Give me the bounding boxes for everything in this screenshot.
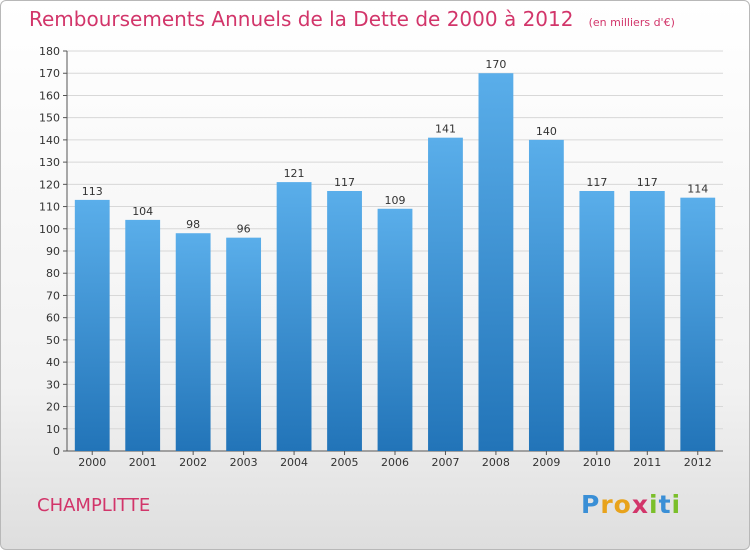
bar bbox=[478, 73, 514, 451]
data-label: 114 bbox=[687, 183, 708, 196]
y-tick-label: 170 bbox=[39, 67, 60, 80]
proxiti-logo: Proxiti bbox=[581, 490, 681, 519]
bar bbox=[74, 199, 110, 451]
chart-title-unit: (en milliers d'€) bbox=[588, 16, 675, 29]
bar bbox=[125, 219, 161, 451]
logo-letter: o bbox=[613, 490, 632, 519]
y-tick-label: 130 bbox=[39, 156, 60, 169]
y-tick-label: 120 bbox=[39, 178, 60, 191]
x-tick-label: 2000 bbox=[78, 456, 106, 469]
x-tick-label: 2005 bbox=[331, 456, 359, 469]
bar bbox=[680, 197, 716, 451]
y-tick-label: 70 bbox=[46, 289, 60, 302]
y-tick-label: 0 bbox=[53, 445, 60, 458]
x-tick-label: 2011 bbox=[633, 456, 661, 469]
bar bbox=[377, 208, 413, 451]
logo-letter: i bbox=[671, 490, 682, 519]
bar bbox=[528, 139, 564, 451]
y-tick-label: 150 bbox=[39, 112, 60, 125]
x-tick-label: 2004 bbox=[280, 456, 308, 469]
bar bbox=[226, 237, 262, 451]
logo-letter: r bbox=[600, 490, 614, 519]
x-tick-label: 2010 bbox=[583, 456, 611, 469]
y-tick-label: 110 bbox=[39, 201, 60, 214]
y-tick-label: 180 bbox=[39, 45, 60, 58]
data-label: 117 bbox=[334, 176, 355, 189]
logo-letter: x bbox=[631, 490, 649, 519]
chart-title-main: Remboursements Annuels de la Dette de 20… bbox=[29, 7, 574, 31]
x-tick-label: 2003 bbox=[230, 456, 258, 469]
y-tick-label: 80 bbox=[46, 267, 60, 280]
data-label: 141 bbox=[435, 123, 456, 136]
y-tick-label: 50 bbox=[46, 334, 60, 347]
y-tick-label: 40 bbox=[46, 356, 60, 369]
y-tick-label: 140 bbox=[39, 134, 60, 147]
data-label: 170 bbox=[485, 58, 506, 71]
x-tick-label: 2008 bbox=[482, 456, 510, 469]
bar bbox=[579, 191, 615, 451]
data-label: 117 bbox=[637, 176, 658, 189]
logo-letter: P bbox=[581, 490, 601, 519]
y-tick-label: 160 bbox=[39, 89, 60, 102]
data-label: 104 bbox=[132, 205, 153, 218]
y-tick-label: 10 bbox=[46, 423, 60, 436]
x-tick-label: 2001 bbox=[129, 456, 157, 469]
y-tick-label: 20 bbox=[46, 401, 60, 414]
labels: 0 10 20 30 40 50 60 70 80 90 100 110 120 130 140 150 160… bbox=[39, 45, 712, 469]
bar bbox=[276, 182, 312, 451]
data-label: 96 bbox=[237, 223, 251, 236]
bar bbox=[175, 233, 211, 451]
chart-title: Remboursements Annuels de la Dette de 20… bbox=[29, 7, 675, 31]
data-label: 140 bbox=[536, 125, 557, 138]
bar bbox=[428, 137, 463, 451]
x-tick-label: 2006 bbox=[381, 456, 409, 469]
data-label: 113 bbox=[82, 185, 103, 198]
logo-letter: t bbox=[658, 490, 672, 519]
x-tick-label: 2012 bbox=[684, 456, 712, 469]
data-label: 121 bbox=[284, 167, 305, 180]
y-tick-label: 100 bbox=[39, 223, 60, 236]
x-tick-label: 2002 bbox=[179, 456, 207, 469]
x-tick-label: 2009 bbox=[532, 456, 560, 469]
x-tick-label: 2007 bbox=[431, 456, 459, 469]
data-label: 117 bbox=[586, 176, 607, 189]
y-tick-label: 60 bbox=[46, 312, 60, 325]
bar bbox=[327, 191, 362, 451]
commune-name: CHAMPLITTE bbox=[37, 495, 151, 516]
y-tick-label: 90 bbox=[46, 245, 60, 258]
bar bbox=[629, 191, 665, 451]
y-tick-label: 30 bbox=[46, 378, 60, 391]
bars bbox=[74, 73, 716, 451]
data-label: 98 bbox=[186, 218, 200, 231]
logo-letter: i bbox=[649, 490, 659, 519]
data-label: 109 bbox=[385, 194, 406, 207]
